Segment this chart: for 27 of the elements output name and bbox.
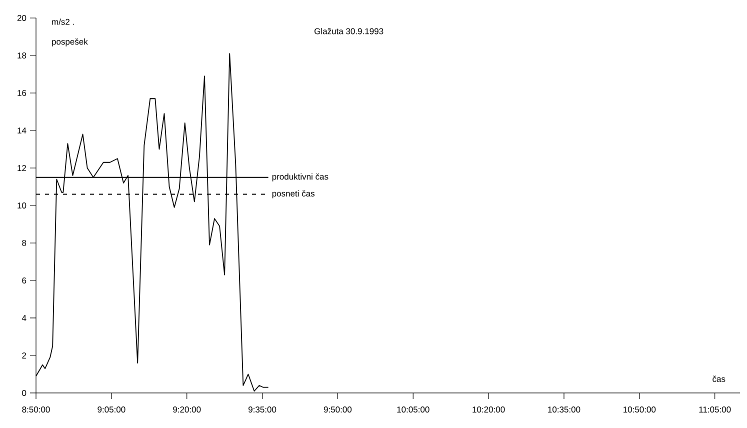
annotation: m/s2 .: [52, 18, 74, 25]
x-tick-label: 10:35:00: [548, 406, 580, 413]
x-tick-label: 9:20:00: [173, 406, 201, 413]
x-tick-label: 9:05:00: [98, 406, 126, 413]
x-tick-label: 10:50:00: [624, 406, 656, 413]
y-tick-label: 10: [18, 202, 26, 208]
y-tick-label: 12: [18, 165, 26, 171]
y-tick-label: 8: [22, 240, 26, 246]
x-tick-label: 11:05:00: [699, 406, 731, 413]
y-tick-label: 6: [22, 277, 26, 284]
ref-line-label: posneti čas: [272, 190, 315, 198]
y-tick-label: 0: [22, 390, 26, 396]
y-axis-title: pospešek: [52, 38, 88, 46]
y-tick-label: 4: [22, 315, 26, 321]
y-tick-label: 20: [17, 14, 26, 21]
y-tick-label: 18: [18, 52, 26, 58]
x-tick-label: 10:20:00: [472, 406, 505, 413]
x-tick-label: 10:05:00: [397, 406, 430, 413]
text: Glažuta 30.9.1993: [314, 28, 384, 34]
x-tick-label: 8:50:00: [22, 406, 50, 413]
x-axis-title: čas: [712, 376, 726, 382]
x-tick-label: 9:35:00: [248, 406, 276, 413]
y-tick-label: 16: [18, 90, 26, 96]
ref-line-label: produktivni čas: [272, 173, 328, 182]
y-tick-label: 14: [18, 128, 26, 134]
y-tick-label: 2: [22, 352, 26, 358]
x-tick-label: 9:50:00: [324, 406, 352, 413]
